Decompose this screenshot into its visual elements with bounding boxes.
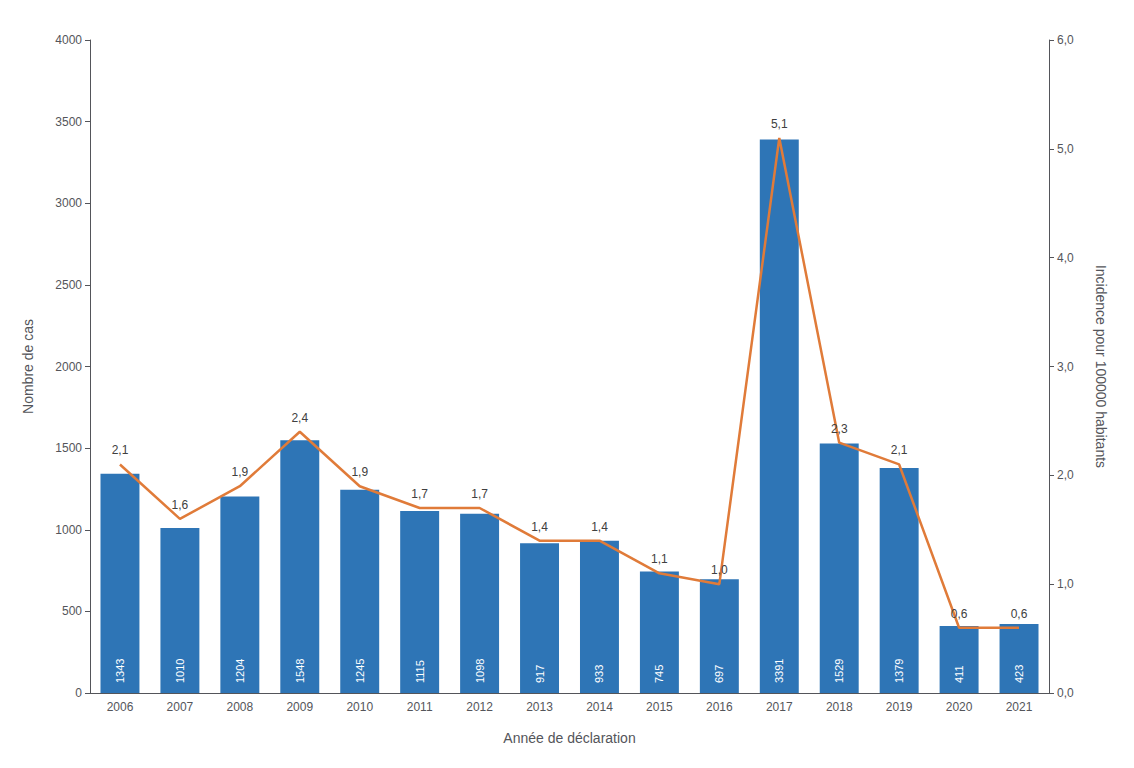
svg-text:1,9: 1,9 [351, 465, 368, 479]
svg-text:1010: 1010 [174, 659, 186, 683]
svg-text:1529: 1529 [833, 659, 845, 683]
svg-text:1098: 1098 [474, 659, 486, 683]
svg-text:3500: 3500 [55, 115, 82, 129]
svg-text:2007: 2007 [167, 700, 194, 714]
svg-text:Nombre de cas: Nombre de cas [20, 319, 36, 414]
svg-text:0,0: 0,0 [1057, 686, 1074, 700]
svg-text:1548: 1548 [294, 659, 306, 683]
svg-text:1,7: 1,7 [411, 487, 428, 501]
svg-text:1115: 1115 [414, 660, 426, 683]
svg-text:1204: 1204 [234, 659, 246, 683]
svg-text:5,1: 5,1 [771, 117, 788, 131]
svg-text:2015: 2015 [646, 700, 673, 714]
svg-text:1379: 1379 [893, 659, 905, 683]
svg-text:0: 0 [75, 686, 82, 700]
svg-text:1,4: 1,4 [531, 520, 548, 534]
svg-text:917: 917 [534, 665, 546, 683]
svg-text:411: 411 [953, 665, 965, 683]
svg-text:1,6: 1,6 [172, 498, 189, 512]
svg-text:1,7: 1,7 [471, 487, 488, 501]
svg-text:2018: 2018 [826, 700, 853, 714]
svg-text:2016: 2016 [706, 700, 733, 714]
svg-text:6,0: 6,0 [1057, 33, 1074, 47]
svg-text:2,4: 2,4 [291, 411, 308, 425]
svg-text:1,0: 1,0 [1057, 577, 1074, 591]
svg-text:2000: 2000 [55, 360, 82, 374]
svg-text:2010: 2010 [346, 700, 373, 714]
svg-text:4,0: 4,0 [1057, 251, 1074, 265]
svg-text:1,4: 1,4 [591, 520, 608, 534]
svg-text:4000: 4000 [55, 33, 82, 47]
svg-text:1,1: 1,1 [651, 552, 668, 566]
svg-text:2017: 2017 [766, 700, 793, 714]
svg-text:3,0: 3,0 [1057, 360, 1074, 374]
svg-text:1,0: 1,0 [711, 563, 728, 577]
svg-text:2,1: 2,1 [891, 443, 908, 457]
svg-text:2009: 2009 [286, 700, 313, 714]
svg-text:2020: 2020 [946, 700, 973, 714]
svg-text:1500: 1500 [55, 441, 82, 455]
svg-text:2021: 2021 [1006, 700, 1033, 714]
svg-text:3391: 3391 [773, 659, 785, 683]
svg-text:1343: 1343 [114, 659, 126, 683]
svg-text:1000: 1000 [55, 523, 82, 537]
svg-text:2500: 2500 [55, 278, 82, 292]
svg-text:2019: 2019 [886, 700, 913, 714]
svg-text:745: 745 [653, 665, 665, 683]
svg-text:1245: 1245 [354, 659, 366, 683]
svg-text:933: 933 [593, 665, 605, 683]
svg-text:2011: 2011 [407, 700, 433, 714]
svg-text:2,1: 2,1 [112, 443, 129, 457]
svg-text:2012: 2012 [466, 700, 493, 714]
svg-text:2,3: 2,3 [831, 422, 848, 436]
svg-text:5,0: 5,0 [1057, 142, 1074, 156]
svg-text:500: 500 [62, 604, 82, 618]
svg-text:2013: 2013 [526, 700, 553, 714]
svg-text:2006: 2006 [107, 700, 134, 714]
svg-text:Année de déclaration: Année de déclaration [503, 730, 635, 746]
svg-text:2,0: 2,0 [1057, 468, 1074, 482]
svg-text:423: 423 [1013, 665, 1025, 683]
svg-text:1,9: 1,9 [232, 465, 249, 479]
svg-text:Incidence pour 100000 habitant: Incidence pour 100000 habitants [1093, 265, 1109, 468]
svg-text:697: 697 [713, 665, 725, 683]
svg-text:2014: 2014 [586, 700, 613, 714]
svg-text:3000: 3000 [55, 196, 82, 210]
svg-text:0,6: 0,6 [1011, 607, 1028, 621]
svg-text:0,6: 0,6 [951, 607, 968, 621]
svg-text:2008: 2008 [226, 700, 253, 714]
